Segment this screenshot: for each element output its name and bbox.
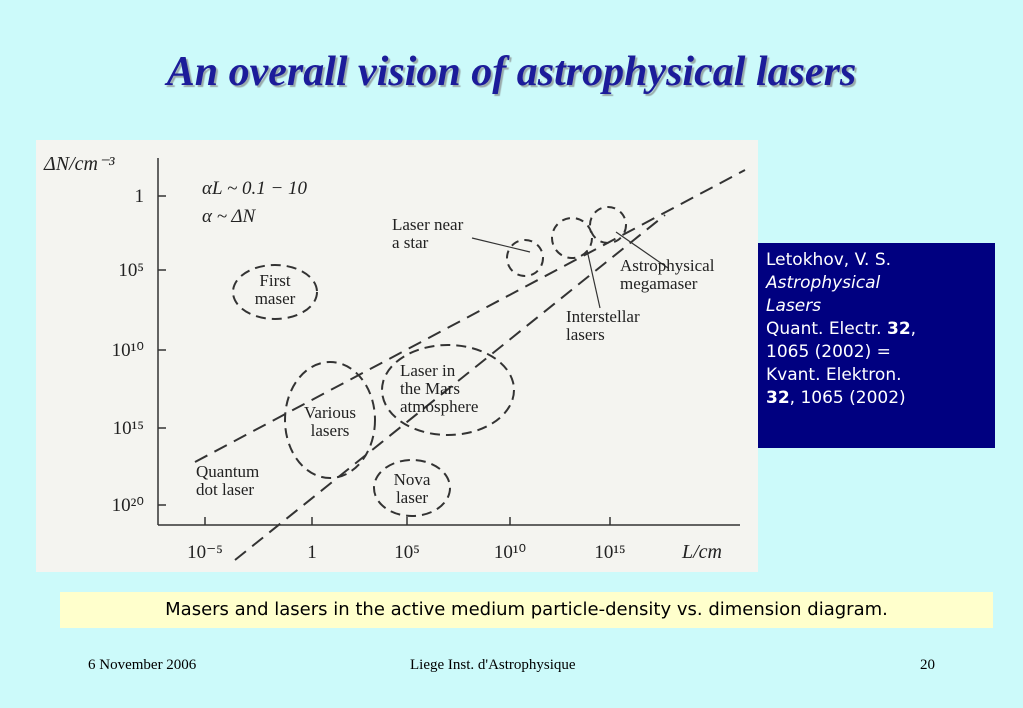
- figure: ΔN/cm⁻³ L/cm 1 10⁵ 10¹⁰ 10¹⁵ 10²⁰ 10⁻⁵ 1 10⁵ 10¹⁰ 1…: [36, 140, 758, 572]
- region-label: dot laser: [196, 480, 254, 499]
- ref-author: Letokhov, V. S.: [766, 250, 892, 270]
- ref-volume: 32: [887, 319, 911, 339]
- formula: αL ~ 0.1 − 10: [202, 178, 308, 199]
- x-tick-label: 10¹⁰: [494, 542, 526, 563]
- ref-citation: , 1065 (2002): [789, 388, 906, 408]
- ref-title: Lasers: [766, 296, 822, 316]
- footer-page: 20: [920, 657, 935, 673]
- region-label: Various: [304, 403, 356, 422]
- ref-citation: 1065 (2002) =: [766, 342, 891, 362]
- region-label: lasers: [311, 421, 350, 440]
- x-tick-label: 10¹⁵: [594, 542, 625, 563]
- region-label: atmosphere: [400, 397, 478, 416]
- x-tick-label: 10⁻⁵: [187, 542, 223, 563]
- boundaries: [194, 169, 746, 561]
- formula: α ~ ΔN: [202, 206, 257, 227]
- x-axis-label: L/cm: [681, 541, 722, 563]
- ref-volume: 32: [766, 388, 790, 408]
- region-label: lasers: [566, 325, 605, 344]
- region-label: Interstellar: [566, 307, 640, 326]
- ref-journal: Quant. Electr.: [766, 319, 887, 339]
- region-label: First: [259, 271, 290, 290]
- region-label: maser: [255, 289, 296, 308]
- ref-title: Astrophysical: [766, 273, 881, 293]
- slide-title: An overall vision of astrophysical laser…: [166, 49, 857, 95]
- region-label: Nova: [394, 470, 431, 489]
- footer-date: 6 November 2006: [88, 657, 197, 673]
- caption: Masers and lasers in the active medium p…: [60, 592, 993, 628]
- x-tick-label: 1: [307, 542, 317, 563]
- region-label: Laser near: [392, 215, 464, 234]
- figure-bg: [36, 140, 758, 572]
- region-label: Laser in: [400, 361, 456, 380]
- y-tick-label: 1: [135, 186, 145, 207]
- axes: [157, 158, 740, 526]
- x-tick-label: 10⁵: [394, 542, 420, 563]
- footer-institution: Liege Inst. d'Astrophysique: [410, 657, 576, 673]
- region-label: a star: [392, 233, 429, 252]
- y-tick-label: 10⁵: [118, 260, 144, 281]
- y-axis-label: ΔN/cm⁻³: [43, 153, 116, 175]
- y-tick-label: 10¹⁰: [112, 340, 144, 361]
- region-label: Astrophysical: [620, 256, 715, 275]
- ref-journal: Kvant. Elektron.: [766, 365, 902, 385]
- region-label: laser: [396, 488, 428, 507]
- y-tick-label: 10¹⁵: [113, 418, 144, 439]
- region-label: megamaser: [620, 274, 698, 293]
- y-tick-label: 10²⁰: [112, 495, 144, 516]
- region-label: Quantum: [196, 462, 259, 481]
- region-label: the Mars: [400, 379, 460, 398]
- reference-box: Letokhov, V. S. Astrophysical Lasers Qua…: [758, 243, 995, 448]
- pointers: [471, 231, 669, 309]
